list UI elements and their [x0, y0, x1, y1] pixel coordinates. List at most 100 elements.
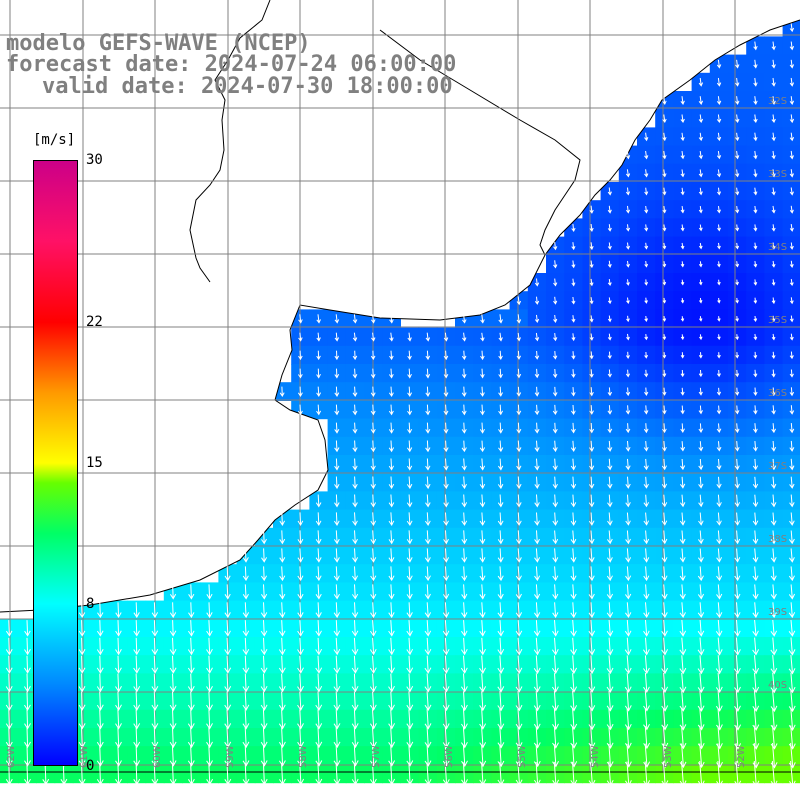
wind-arrow: [516, 404, 522, 416]
wind-arrow: [497, 655, 505, 674]
wind-arrow: [644, 351, 649, 359]
wind-arrow: [697, 743, 705, 769]
wind-arrow: [715, 619, 723, 637]
longitude-label: 56W: [444, 745, 455, 768]
wind-arrow: [370, 530, 377, 545]
wind-arrow: [425, 476, 431, 490]
wind-arrow: [533, 602, 541, 619]
wind-arrow: [752, 530, 759, 545]
wind-arrow: [717, 206, 721, 214]
wind-arrow: [534, 368, 540, 379]
wind-arrow: [607, 315, 612, 323]
wind-arrow: [734, 602, 741, 619]
wind-arrow: [169, 620, 177, 637]
wind-arrow: [679, 708, 687, 731]
wind-arrow: [133, 602, 140, 619]
wind-arrow: [680, 352, 685, 359]
wind-arrow: [24, 744, 31, 767]
wind-arrow: [552, 566, 559, 582]
wind-arrow: [753, 59, 758, 69]
wind-arrow: [425, 494, 431, 508]
wind-arrow: [388, 566, 395, 582]
wind-arrow: [406, 566, 413, 582]
wind-arrow: [388, 368, 394, 379]
wind-arrow: [352, 494, 358, 508]
wind-arrow: [571, 278, 576, 287]
wind-arrow: [352, 440, 358, 453]
wind-arrow: [551, 655, 559, 675]
wind-arrow: [661, 690, 669, 712]
wind-arrow: [334, 332, 340, 342]
wind-arrow: [388, 512, 395, 526]
wind-arrow: [534, 350, 540, 360]
wind-arrow: [534, 512, 540, 526]
wind-arrow: [333, 602, 341, 619]
wind-arrow: [588, 494, 595, 508]
wind-arrow: [388, 620, 395, 637]
wind-arrow: [753, 279, 758, 286]
wind-arrow: [369, 691, 377, 711]
wind-arrow: [297, 727, 305, 749]
wind-arrow: [680, 369, 685, 378]
wind-arrow: [643, 619, 650, 637]
wind-arrow: [607, 494, 613, 508]
wind-arrow: [680, 96, 685, 105]
wind-arrow: [534, 476, 540, 489]
wind-arrow: [516, 422, 522, 434]
wind-arrow: [771, 405, 776, 415]
wind-arrow: [169, 637, 177, 656]
wind-arrow: [643, 405, 649, 415]
wind-arrow: [315, 744, 323, 767]
wind-arrow: [789, 242, 794, 250]
wind-arrow: [698, 476, 704, 489]
colorbar-tick-label: 30: [86, 152, 103, 168]
wind-arrow: [133, 744, 141, 767]
wind-arrow: [733, 655, 741, 675]
wind-arrow: [515, 762, 523, 786]
wind-arrow: [735, 169, 740, 178]
wind-arrow: [388, 458, 395, 471]
wind-arrow: [497, 602, 504, 619]
wind-arrow: [698, 494, 704, 508]
wind-arrow: [424, 673, 432, 693]
wind-arrow: [679, 619, 687, 637]
wind-arrow: [788, 548, 795, 563]
wind-arrow: [479, 422, 485, 434]
wind-arrow: [626, 205, 631, 214]
latitude-label: 34S: [768, 242, 787, 253]
wind-arrow: [606, 761, 614, 787]
wind-arrow: [479, 584, 486, 600]
wind-arrow: [570, 512, 577, 526]
wind-arrow: [461, 422, 467, 434]
wind-arrow: [498, 440, 504, 453]
wind-arrow: [78, 602, 86, 619]
wind-arrow: [407, 386, 413, 397]
wind-arrow: [96, 744, 104, 767]
wind-arrow: [643, 761, 651, 787]
wind-arrow: [5, 691, 13, 711]
wind-arrow: [97, 602, 104, 619]
wind-arrow: [297, 386, 303, 397]
wind-arrow: [625, 566, 632, 582]
wind-arrow: [698, 151, 703, 160]
wind-arrow: [23, 655, 31, 674]
wind-arrow: [351, 584, 359, 600]
wind-arrow: [735, 297, 739, 304]
wind-arrow: [480, 332, 485, 342]
wind-arrow: [552, 422, 558, 434]
wind-arrow: [78, 691, 86, 711]
wind-arrow: [789, 351, 794, 360]
wind-arrow: [606, 566, 613, 582]
wind-arrow: [151, 744, 159, 767]
wind-arrow: [5, 762, 13, 786]
wind-arrow: [734, 548, 741, 563]
wind-arrow: [297, 673, 304, 693]
wind-arrow: [497, 566, 504, 582]
wind-arrow: [352, 350, 358, 361]
wind-arrow: [515, 637, 523, 656]
wind-arrow: [497, 691, 505, 712]
wind-arrow: [461, 530, 468, 545]
wind-arrow: [315, 530, 322, 545]
wind-arrow: [533, 655, 541, 675]
